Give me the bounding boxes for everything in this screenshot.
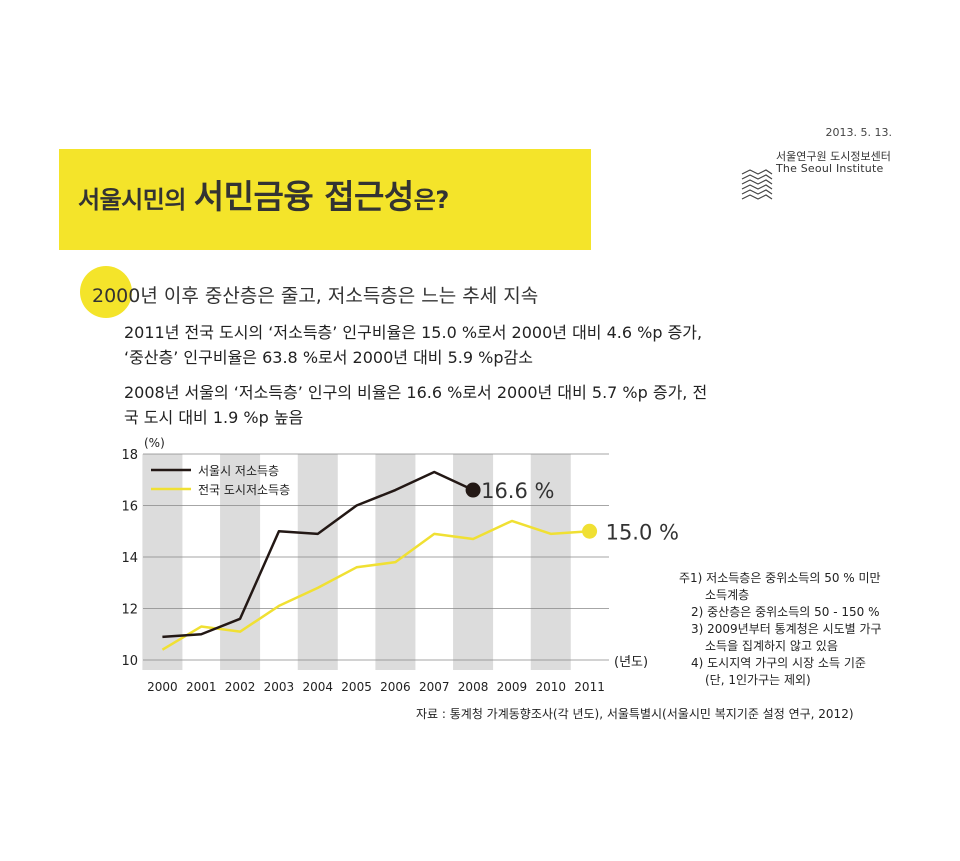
x-tick-label: 2009 [497,680,528,694]
x-tick-label: 2002 [225,680,256,694]
date-stamp: 2013. 5. 13. [825,126,892,139]
x-tick-label: 2004 [302,680,333,694]
year-band [220,454,261,670]
y-tick-label: 18 [121,448,138,463]
headline: 2000년 이후 중산층은 줄고, 저소득층은 느는 추세 지속 [92,285,539,307]
x-tick-label: 2003 [264,680,295,694]
y-tick-label: 16 [121,500,138,515]
year-band [297,454,338,670]
title-part-2: 서민금융 접근성 [193,177,415,216]
note-line: 3) 2009년부터 통계청은 시도별 가구 [691,622,882,636]
paragraph-line-2: ‘중산층’ 인구비율은 63.8 %로서 2000년 대비 5.9 %p감소 [124,348,533,367]
page-title: 서울시민의 서민금융 접근성은? [78,170,449,218]
x-tick-label: 2010 [535,680,566,694]
paragraph-line-3: 2008년 서울의 ‘저소득층’ 인구의 비율은 16.6 %로서 2000년 … [124,383,708,402]
note-line: 4) 도시지역 가구의 시장 소득 기준 [691,656,866,670]
x-tick-label: 2005 [341,680,372,694]
x-tick-label: 2011 [574,680,605,694]
series-line [162,470,474,639]
series-end-label: 15.0 % [606,520,679,544]
x-tick-label: 2000 [147,680,178,694]
x-axis-label: (년도) [614,655,648,670]
source-note: 자료 : 통계청 가계동향조사(각 년도), 서울특별시(서울시민 복지기준 설… [416,707,854,721]
note-line: 소득을 집계하지 않고 있음 [705,639,838,653]
y-axis-label: (%) [144,436,165,450]
paragraph-line-4: 국 도시 대비 1.9 %p 높음 [124,408,304,427]
series-end-marker [582,523,598,539]
legend-label: 전국 도시저소득층 [198,483,290,497]
headline-circle [80,266,132,318]
series-end-label: 16.6 % [481,479,554,503]
org-name-korean: 서울연구원 도시정보센터 [776,150,891,163]
x-tick-label: 2007 [419,680,450,694]
y-tick-label: 14 [121,551,138,566]
y-tick-label: 10 [121,654,138,669]
title-part-3: 은? [413,186,450,214]
x-tick-label: 2001 [186,680,217,694]
seoul-institute-logo [741,169,773,200]
footnotes: 주1) 저소득층은 중위소득의 50 % 미만 소득계층 2) 중산층은 중위소… [679,570,882,689]
note-line: 주1) 저소득층은 중위소득의 50 % 미만 [679,571,881,585]
title-part-1: 서울시민의 [78,186,194,214]
y-tick-label: 12 [121,603,138,618]
x-tick-label: 2008 [458,680,489,694]
year-band [530,454,571,670]
legend-label: 서울시 저소득층 [198,464,279,478]
org-name-english: The Seoul Institute [776,162,884,175]
title-band [59,149,591,250]
note-line: (단, 1인가구는 제외) [705,673,811,687]
series-end-marker [465,482,481,498]
series-line [161,519,590,651]
year-band [142,454,183,670]
x-tick-label: 2006 [380,680,411,694]
note-line: 소득계층 [705,588,750,602]
note-line: 2) 중산층은 중위소득의 50 - 150 % [691,605,880,619]
paragraph-line-1: 2011년 전국 도시의 ‘저소득층’ 인구비율은 15.0 %로서 2000년… [124,323,703,342]
